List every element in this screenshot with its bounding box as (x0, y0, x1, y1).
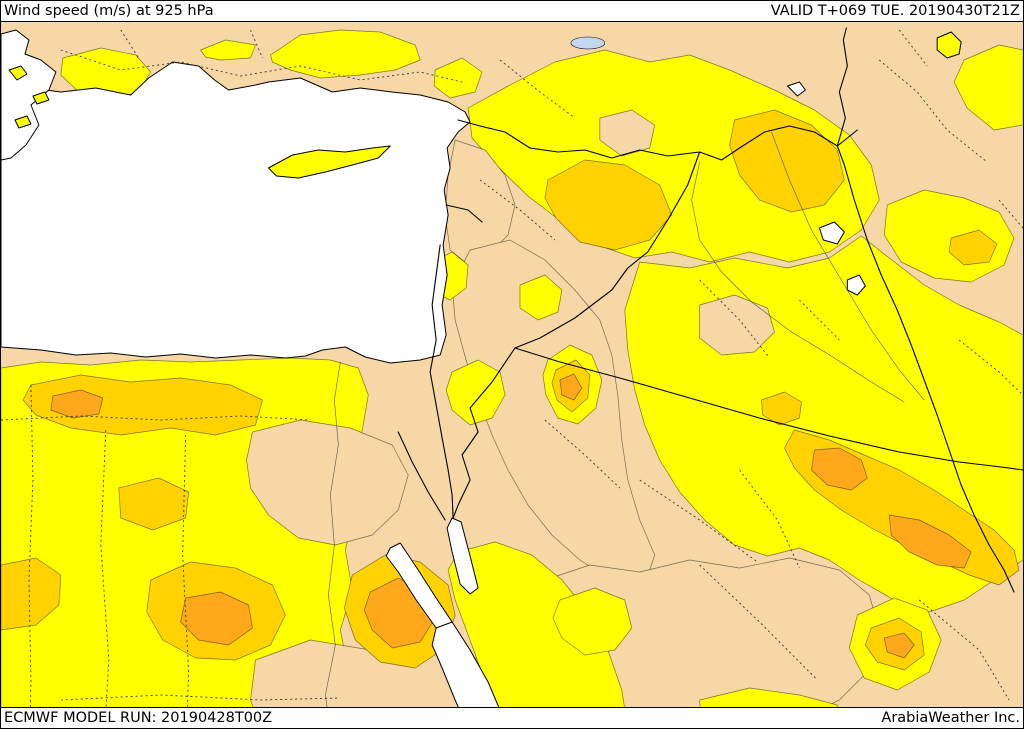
contour-region (445, 359, 506, 426)
cyprus-island (267, 145, 391, 179)
contour-region (883, 632, 915, 659)
red-sea (431, 621, 500, 707)
lake-tuz (570, 36, 606, 50)
wind-speed-map (1, 22, 1023, 707)
wind-band-very-strong-contours (50, 373, 972, 659)
contour-region (180, 591, 253, 646)
turkey-iran-border (836, 27, 848, 147)
brand-label: ArabiaWeather Inc. (881, 710, 1020, 726)
dotted-border (958, 339, 1023, 396)
contour-region (544, 159, 673, 251)
country-borders (397, 27, 1023, 593)
contour-region (699, 294, 775, 356)
aegean-island (14, 115, 32, 129)
iran-iraq-border (836, 145, 1015, 593)
jordan-saudi-border (452, 347, 516, 519)
dotted-border (739, 469, 800, 569)
dotted-border (250, 29, 263, 59)
contour-region (22, 374, 263, 436)
river-features (325, 131, 925, 707)
dotted-border (120, 29, 140, 59)
lake-tharthar (818, 221, 845, 245)
egypt-israel-border (397, 431, 446, 521)
contour-region (118, 477, 189, 531)
iraq-saudi-border (514, 347, 1023, 471)
aegean-island (8, 65, 28, 81)
contour-region (270, 29, 421, 79)
island-features (8, 65, 391, 179)
turkey-syria-border (457, 119, 858, 161)
lebanon-syria-border (445, 204, 483, 223)
map-area (1, 22, 1023, 707)
aegean-island (32, 91, 50, 105)
mediterranean-sea (1, 61, 471, 364)
map-title: Wind speed (m/s) at 925 hPa (4, 3, 214, 19)
dotted-border (182, 434, 190, 707)
header-bar: Wind speed (m/s) at 925 hPa VALID T+069 … (1, 1, 1023, 22)
lake-habbaniyah (846, 274, 866, 296)
footer-bar: ECMWF MODEL RUN: 20190428T00Z ArabiaWeat… (1, 707, 1023, 728)
contour-region (447, 541, 625, 707)
dotted-border (544, 419, 621, 489)
jordan-valley-border (429, 244, 454, 519)
gulf-of-aqaba (446, 517, 479, 595)
contour-region (519, 274, 563, 321)
contour-region (761, 391, 802, 426)
contour-region (948, 229, 998, 266)
contour-region (599, 109, 656, 157)
contour-region (1, 557, 62, 631)
model-run-label: ECMWF MODEL RUN: 20190428T00Z (4, 710, 273, 726)
dotted-border (918, 599, 1010, 701)
dotted-border (699, 279, 770, 359)
contour-region (888, 514, 972, 569)
contour-region (699, 687, 838, 707)
nile-river (325, 361, 341, 707)
contour-region (50, 389, 104, 419)
dotted-border (479, 179, 556, 241)
lake-features (570, 31, 962, 296)
contour-region (246, 419, 409, 546)
dotted-border (998, 199, 1023, 229)
tigris-river (771, 131, 925, 401)
syria-iraq-border (611, 151, 701, 291)
lake-van (786, 81, 806, 97)
lake-urmia (936, 31, 962, 59)
contour-region (559, 373, 583, 401)
sea-features (1, 29, 500, 707)
contour-region (552, 587, 633, 656)
jordan-iraq-border (514, 289, 613, 349)
contour-region (811, 447, 868, 491)
dotted-border (60, 694, 341, 701)
contour-region (953, 44, 1023, 131)
dotted-border (28, 384, 34, 707)
valid-time-label: VALID T+069 TUE. 20190430T21Z (770, 3, 1020, 19)
aegean-sea (1, 29, 57, 161)
euphrates-river (691, 161, 905, 403)
contour-region (433, 57, 483, 99)
contour-region (200, 39, 256, 61)
dotted-border (1, 415, 311, 421)
wind-band-moderate-small-contours (431, 251, 942, 707)
dotted-border (499, 59, 576, 119)
dotted-border (60, 49, 463, 83)
admin-dotted-borders (1, 29, 1023, 707)
